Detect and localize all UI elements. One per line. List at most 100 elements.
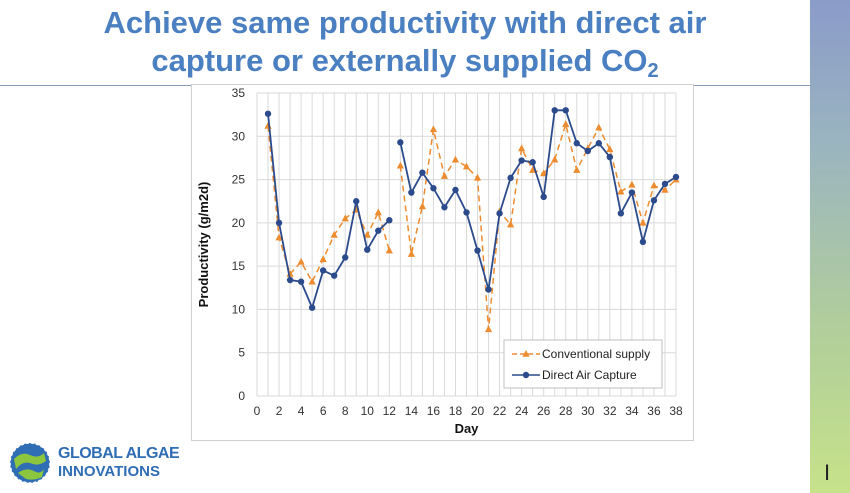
x-tick-label: 16 <box>427 404 441 418</box>
data-point-conventional-supply <box>551 155 559 163</box>
data-point-conventional-supply <box>639 218 647 226</box>
series-line-direct-air-capture <box>267 113 390 311</box>
y-tick-label: 30 <box>232 129 246 143</box>
y-axis-label: Productivity (g/m2d) <box>196 182 211 308</box>
data-point-conventional-supply <box>617 187 625 195</box>
data-point-direct-air-capture <box>430 185 437 192</box>
x-tick-label: 38 <box>669 404 683 418</box>
data-point-direct-air-capture <box>264 110 272 117</box>
data-point-direct-air-capture <box>540 193 547 201</box>
x-tick-label: 2 <box>276 404 283 418</box>
data-point-direct-air-capture <box>364 246 371 253</box>
slide-title-line2: capture or externally supplied CO2 <box>0 42 810 82</box>
data-point-direct-air-capture <box>342 254 349 261</box>
x-tick-label: 34 <box>625 404 639 418</box>
data-point-direct-air-capture <box>419 169 426 176</box>
data-point-conventional-supply <box>264 121 272 129</box>
x-tick-label: 4 <box>298 404 305 418</box>
x-tick-label: 18 <box>449 404 463 418</box>
data-point-conventional-supply <box>308 277 316 285</box>
data-point-conventional-supply <box>507 220 515 228</box>
y-tick-label: 35 <box>232 86 246 100</box>
x-tick-label: 32 <box>603 404 617 418</box>
data-point-direct-air-capture <box>617 210 625 217</box>
data-point-conventional-supply <box>429 125 438 133</box>
data-point-conventional-supply <box>407 250 415 257</box>
data-point-conventional-supply <box>650 181 658 189</box>
data-point-conventional-supply <box>330 230 338 238</box>
data-point-conventional-supply <box>396 161 404 169</box>
data-point-conventional-supply <box>573 166 581 173</box>
y-tick-label: 15 <box>232 259 246 273</box>
slide-title-line1: Achieve same productivity with direct ai… <box>103 5 707 40</box>
data-point-conventional-supply <box>341 214 349 222</box>
data-point-direct-air-capture <box>319 267 327 274</box>
data-point-conventional-supply <box>562 120 570 127</box>
data-point-direct-air-capture <box>507 174 514 182</box>
decorative-sidebar <box>810 0 850 493</box>
x-tick-label: 0 <box>254 404 261 418</box>
slide-title-line2-text: capture or externally supplied CO <box>151 43 648 78</box>
slide-title: Achieve same productivity with direct ai… <box>0 4 810 82</box>
series-line-direct-air-capture <box>399 109 677 290</box>
data-point-conventional-supply <box>606 145 614 153</box>
x-tick-label: 22 <box>493 404 507 418</box>
legend-label-direct-air-capture: Direct Air Capture <box>542 368 637 382</box>
data-point-conventional-supply <box>484 325 493 333</box>
data-point-direct-air-capture <box>286 276 294 284</box>
y-tick-label: 0 <box>238 389 245 403</box>
y-tick-label: 20 <box>232 216 246 230</box>
data-point-direct-air-capture <box>584 147 591 155</box>
data-point-conventional-supply <box>297 257 305 265</box>
data-point-conventional-supply <box>595 123 603 131</box>
data-point-conventional-supply <box>540 169 548 177</box>
data-point-direct-air-capture <box>408 189 415 196</box>
data-point-direct-air-capture <box>606 153 614 161</box>
data-point-direct-air-capture <box>672 173 680 181</box>
data-point-direct-air-capture <box>463 209 470 216</box>
x-tick-label: 30 <box>581 404 595 418</box>
data-point-conventional-supply <box>363 230 371 238</box>
x-tick-label: 12 <box>383 404 397 418</box>
data-point-conventional-supply <box>275 233 283 241</box>
slide-title-subscript: 2 <box>647 60 659 82</box>
data-point-conventional-supply <box>628 180 636 188</box>
data-point-direct-air-capture <box>386 217 393 224</box>
data-point-conventional-supply <box>374 208 382 216</box>
data-point-conventional-supply <box>451 155 460 163</box>
data-point-conventional-supply <box>529 166 537 173</box>
page-number: I <box>824 460 831 485</box>
data-point-direct-air-capture <box>496 210 503 217</box>
company-logo: GLOBAL ALGAE INNOVATIONS <box>8 441 188 487</box>
data-point-conventional-supply <box>385 246 393 254</box>
legend-marker-direct-air-capture <box>522 371 530 379</box>
legend-box <box>503 339 663 389</box>
globe-logo-icon <box>9 442 51 484</box>
data-point-direct-air-capture <box>628 189 636 196</box>
x-tick-label: 20 <box>471 404 485 418</box>
x-axis-label: Day <box>455 421 480 436</box>
data-point-direct-air-capture <box>639 238 647 246</box>
data-point-direct-air-capture <box>275 219 283 227</box>
x-tick-label: 26 <box>537 404 551 418</box>
x-tick-label: 14 <box>405 404 419 418</box>
chart-panel: 0 5 10 15 20 25 30 35 0 2 4 6 8 10 12 14 16 18 20 22 24 26 28 3… <box>191 84 694 441</box>
y-tick-label: 5 <box>238 346 245 360</box>
x-tick-label: 10 <box>361 404 375 418</box>
data-point-direct-air-capture <box>485 286 492 293</box>
data-point-direct-air-capture <box>474 247 481 254</box>
x-tick-label: 24 <box>515 404 529 418</box>
data-point-direct-air-capture <box>375 227 382 234</box>
data-point-direct-air-capture <box>441 204 448 211</box>
legend-label-conventional-supply: Conventional supply <box>542 347 650 361</box>
data-point-direct-air-capture <box>297 278 305 285</box>
y-tick-label: 10 <box>232 302 246 316</box>
legend-marker-conventional-supply <box>522 350 530 357</box>
data-point-conventional-supply <box>462 162 471 170</box>
y-tick-label: 25 <box>232 173 246 187</box>
data-point-conventional-supply <box>418 202 426 210</box>
data-point-conventional-supply <box>661 185 669 193</box>
data-point-direct-air-capture <box>661 180 669 188</box>
data-point-direct-air-capture <box>518 157 525 164</box>
